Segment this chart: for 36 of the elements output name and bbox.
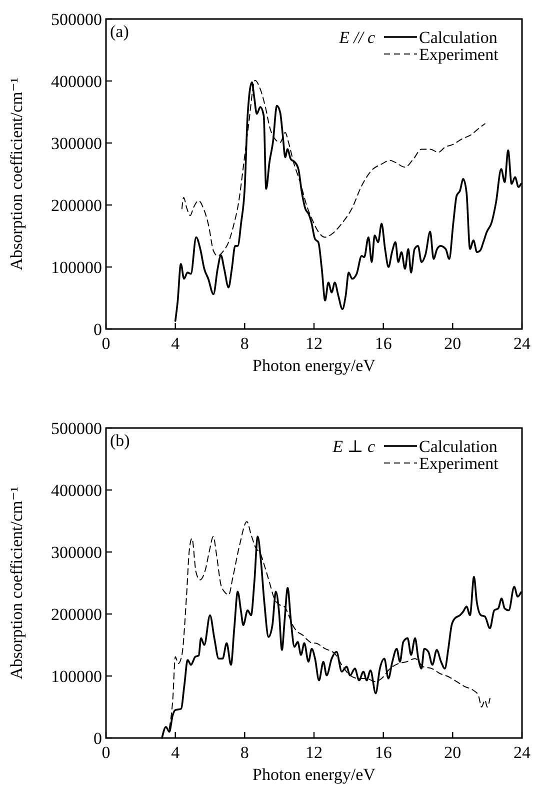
y-tick-label: 200000 <box>51 196 102 215</box>
x-tick-label: 24 <box>514 743 531 762</box>
chart-title: (a) <box>110 22 129 41</box>
legend-title: E ⊥ c <box>332 437 376 456</box>
y-tick-label: 500000 <box>51 419 102 438</box>
y-tick-label: 200000 <box>51 605 102 624</box>
legend-label: Experiment <box>419 454 499 473</box>
y-axis-title: Absorption coefficient/cm⁻¹ <box>7 78 26 270</box>
y-tick-label: 300000 <box>51 543 102 562</box>
x-tick-label: 24 <box>514 334 531 353</box>
legend-title: E // c <box>338 28 376 47</box>
y-tick-label: 400000 <box>51 481 102 500</box>
y-tick-label: 400000 <box>51 72 102 91</box>
x-tick-label: 12 <box>306 743 322 762</box>
y-tick-label: 500000 <box>51 10 102 29</box>
x-tick-label: 8 <box>240 743 249 762</box>
x-axis-title: Photon energy/eV <box>252 356 376 375</box>
y-tick-label: 100000 <box>51 667 102 686</box>
y-tick-label: 0 <box>94 729 102 748</box>
x-tick-label: 16 <box>374 743 392 762</box>
legend-label: Calculation <box>419 437 498 456</box>
y-tick-label: 0 <box>94 320 102 339</box>
x-tick-label: 4 <box>171 334 180 353</box>
legend-label: Calculation <box>419 28 498 47</box>
x-axis-title: Photon energy/eV <box>252 765 376 784</box>
chart-title: (b) <box>110 431 130 450</box>
y-tick-label: 100000 <box>51 258 102 277</box>
y-tick-label: 300000 <box>51 134 102 153</box>
x-tick-label: 20 <box>444 743 462 762</box>
x-tick-label: 4 <box>171 743 180 762</box>
x-tick-label: 8 <box>240 334 249 353</box>
legend-label: Experiment <box>419 45 499 64</box>
y-axis-title: Absorption coefficient/cm⁻¹ <box>7 486 26 680</box>
x-tick-label: 16 <box>374 334 392 353</box>
x-tick-label: 20 <box>444 334 462 353</box>
x-tick-label: 12 <box>306 334 322 353</box>
